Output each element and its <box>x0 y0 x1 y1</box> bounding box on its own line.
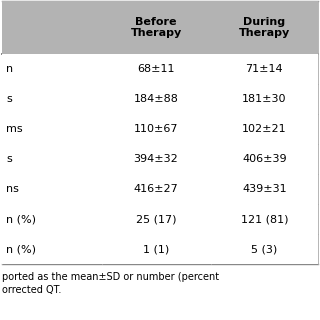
Text: During
Therapy: During Therapy <box>239 17 290 38</box>
Text: ms: ms <box>6 124 23 134</box>
Text: 416±27: 416±27 <box>134 184 179 194</box>
Text: orrected QT.: orrected QT. <box>2 285 61 295</box>
Text: ns: ns <box>6 184 19 194</box>
Text: 121 (81): 121 (81) <box>241 214 288 224</box>
Text: s: s <box>6 154 12 164</box>
Text: n: n <box>6 64 13 74</box>
Text: s: s <box>6 94 12 104</box>
Text: 394±32: 394±32 <box>134 154 179 164</box>
Text: 181±30: 181±30 <box>242 94 286 104</box>
Text: 68±11: 68±11 <box>137 64 175 74</box>
Text: 184±88: 184±88 <box>134 94 179 104</box>
Text: n (%): n (%) <box>6 214 36 224</box>
Text: 1 (1): 1 (1) <box>143 244 169 254</box>
Text: ported as the mean±SD or number (percent: ported as the mean±SD or number (percent <box>2 272 219 282</box>
Text: 102±21: 102±21 <box>242 124 287 134</box>
Text: 25 (17): 25 (17) <box>136 214 176 224</box>
Text: 110±67: 110±67 <box>134 124 178 134</box>
Text: 406±39: 406±39 <box>242 154 287 164</box>
Text: Before
Therapy: Before Therapy <box>131 17 182 38</box>
Text: 439±31: 439±31 <box>242 184 287 194</box>
Text: n (%): n (%) <box>6 244 36 254</box>
Text: 71±14: 71±14 <box>245 64 283 74</box>
Text: 5 (3): 5 (3) <box>251 244 277 254</box>
